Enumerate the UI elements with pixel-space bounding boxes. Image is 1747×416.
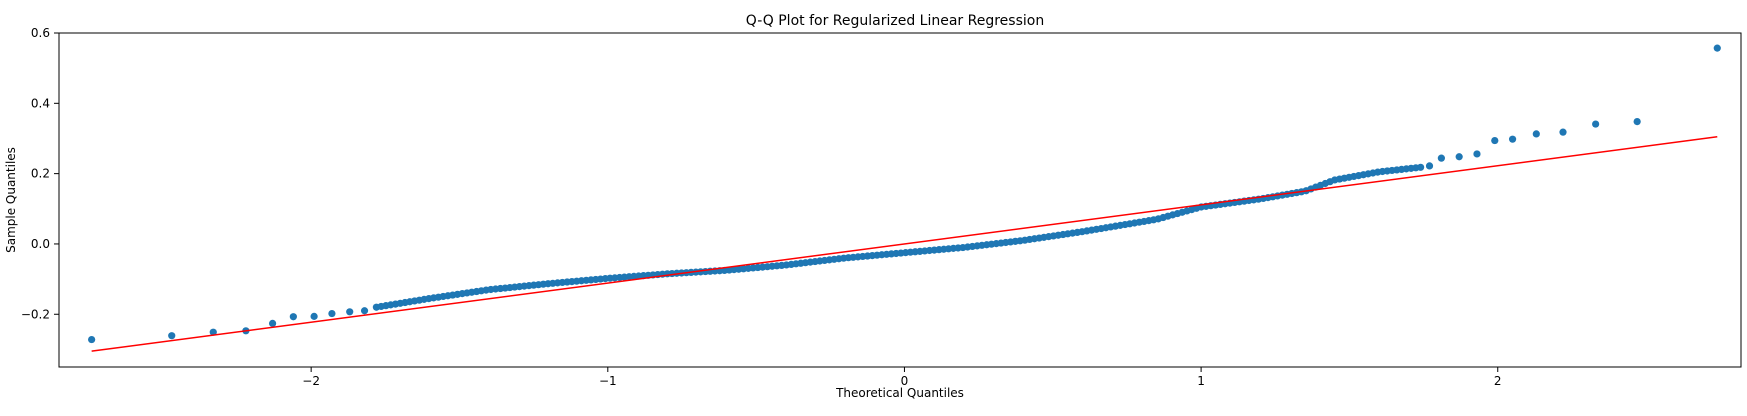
x-axis-label: Theoretical Quantiles	[835, 386, 964, 400]
data-point	[1508, 135, 1517, 143]
data-point	[1532, 130, 1540, 138]
data-point	[88, 335, 96, 344]
y-tick-label: 0.4	[31, 96, 50, 110]
data-point	[268, 319, 277, 327]
data-point	[1425, 162, 1434, 170]
plot-area	[88, 44, 1721, 352]
data-point	[1713, 44, 1721, 52]
y-tick-label: 0.2	[31, 167, 50, 181]
x-tick-label: −1	[599, 374, 617, 388]
data-point	[1559, 128, 1567, 136]
data-point	[310, 312, 318, 320]
data-point	[1592, 120, 1600, 128]
data-point	[1491, 136, 1499, 145]
data-point	[346, 308, 354, 316]
data-point	[328, 309, 336, 318]
data-point	[1455, 153, 1463, 161]
x-tick-label: −2	[302, 374, 320, 388]
data-point	[360, 307, 369, 315]
x-tick-label: 0	[901, 374, 909, 388]
reference-line	[91, 135, 1718, 352]
data-point	[1417, 163, 1425, 171]
axis-ticks: −2 −1 0 1 2 −0.2 0.0 0.2 0.4 0.6	[21, 26, 1502, 388]
axes-frame	[58, 32, 1742, 368]
data-point	[168, 332, 176, 340]
data-point	[1633, 118, 1641, 126]
y-tick-label: 0.6	[31, 26, 50, 40]
x-tick-label: 1	[1197, 374, 1205, 388]
y-tick-label: 0.0	[31, 237, 50, 251]
y-tick-label: −0.2	[21, 307, 50, 321]
data-point	[1437, 154, 1445, 162]
data-point	[1473, 150, 1481, 158]
x-tick-label: 2	[1494, 374, 1502, 388]
data-point	[289, 313, 297, 321]
data-point	[209, 328, 217, 336]
chart-title: Q-Q Plot for Regularized Linear Regressi…	[746, 13, 1044, 29]
y-axis-label: Sample Quantiles	[4, 147, 18, 253]
